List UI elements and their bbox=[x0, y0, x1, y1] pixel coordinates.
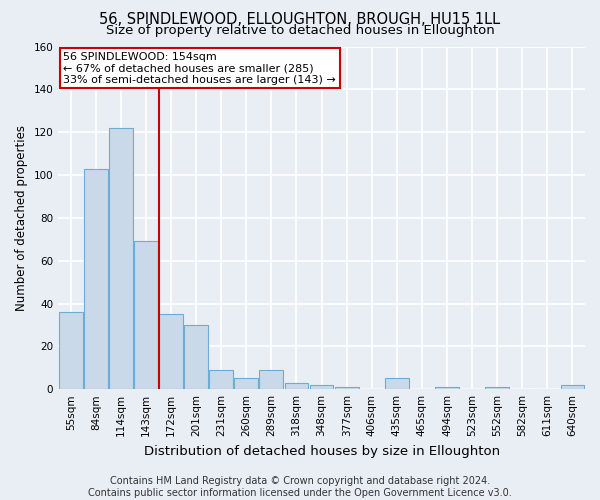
Bar bbox=[109, 128, 133, 389]
Bar bbox=[485, 387, 509, 389]
Bar bbox=[560, 385, 584, 389]
Bar bbox=[134, 242, 158, 389]
Text: Contains HM Land Registry data © Crown copyright and database right 2024.
Contai: Contains HM Land Registry data © Crown c… bbox=[88, 476, 512, 498]
Bar bbox=[184, 325, 208, 389]
Bar bbox=[209, 370, 233, 389]
Text: 56 SPINDLEWOOD: 154sqm
← 67% of detached houses are smaller (285)
33% of semi-de: 56 SPINDLEWOOD: 154sqm ← 67% of detached… bbox=[64, 52, 336, 85]
Bar bbox=[310, 385, 334, 389]
Bar bbox=[435, 387, 459, 389]
Bar bbox=[84, 168, 108, 389]
Bar bbox=[159, 314, 183, 389]
Bar bbox=[284, 383, 308, 389]
X-axis label: Distribution of detached houses by size in Elloughton: Distribution of detached houses by size … bbox=[143, 444, 500, 458]
Y-axis label: Number of detached properties: Number of detached properties bbox=[15, 125, 28, 311]
Bar bbox=[259, 370, 283, 389]
Bar bbox=[59, 312, 83, 389]
Bar bbox=[335, 387, 359, 389]
Bar bbox=[385, 378, 409, 389]
Bar bbox=[235, 378, 258, 389]
Text: 56, SPINDLEWOOD, ELLOUGHTON, BROUGH, HU15 1LL: 56, SPINDLEWOOD, ELLOUGHTON, BROUGH, HU1… bbox=[100, 12, 500, 28]
Text: Size of property relative to detached houses in Elloughton: Size of property relative to detached ho… bbox=[106, 24, 494, 37]
